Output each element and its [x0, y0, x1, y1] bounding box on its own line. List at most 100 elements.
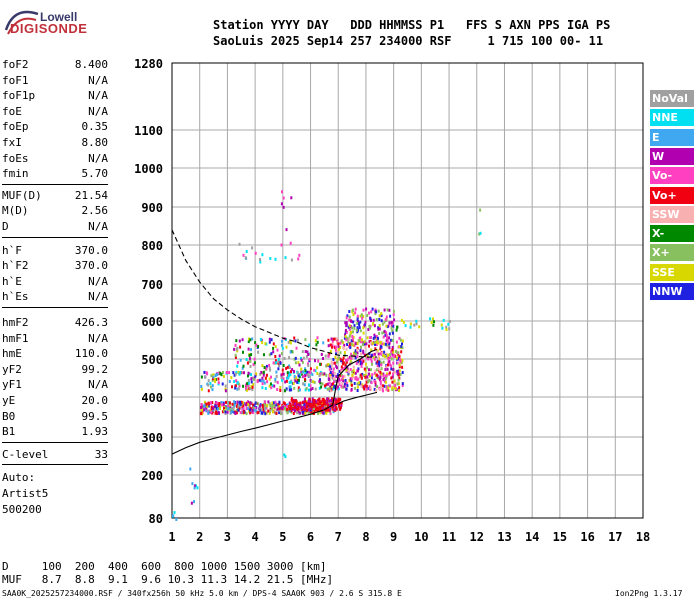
echo-point: [203, 370, 206, 374]
echo-point: [384, 380, 387, 384]
echo-point: [298, 403, 301, 407]
echo-point: [193, 486, 196, 490]
echo-point: [311, 400, 314, 404]
echo-point: [276, 348, 279, 352]
echo-point: [337, 399, 340, 403]
echo-point: [203, 408, 206, 412]
echo-point: [200, 385, 203, 388]
echo-point: [210, 385, 213, 389]
echo-point: [281, 405, 284, 409]
echo-point: [380, 319, 383, 323]
echo-point: [350, 387, 353, 391]
echo-point: [377, 362, 380, 366]
echo-point: [249, 411, 252, 415]
x-tick-label: 18: [636, 530, 650, 544]
echo-point: [295, 407, 298, 411]
y-tick-label: 500: [141, 353, 163, 367]
echo-point: [351, 370, 354, 374]
param-name: B0: [2, 409, 16, 423]
echo-point: [359, 375, 362, 379]
echo-point: [364, 362, 367, 366]
echo-point: [381, 388, 384, 392]
echo-point: [368, 311, 370, 315]
echo-point: [321, 405, 324, 409]
echo-point: [399, 338, 402, 342]
echo-point: [396, 325, 399, 329]
echo-point: [395, 328, 398, 332]
echo-point: [388, 342, 391, 346]
echo-point: [195, 484, 197, 488]
echo-point: [379, 362, 382, 366]
echo-point: [292, 382, 295, 385]
echo-point: [210, 405, 213, 409]
echo-point: [376, 364, 379, 368]
echo-point: [342, 362, 345, 366]
echo-point: [382, 335, 385, 339]
echo-point: [320, 352, 323, 356]
echo-point: [393, 318, 396, 322]
x-tick-label: 7: [335, 530, 342, 544]
echo-point: [285, 366, 288, 370]
x-tick-label: 10: [414, 530, 428, 544]
echo-point: [356, 348, 359, 352]
echo-point: [291, 368, 294, 372]
footer-version: Ion2Png 1.3.17: [615, 589, 683, 598]
echo-point: [392, 368, 395, 372]
echo-point: [354, 377, 357, 381]
echo-point: [359, 314, 362, 318]
echo-point: [360, 384, 363, 388]
echo-point: [332, 337, 335, 341]
echo-point: [337, 342, 340, 346]
echo-point: [294, 356, 297, 360]
echo-point: [344, 358, 347, 362]
echo-point: [298, 373, 301, 376]
echo-point: [391, 348, 394, 352]
echo-point: [269, 368, 272, 372]
legend-item-vo: Vo-: [650, 167, 694, 185]
echo-point: [391, 329, 394, 333]
echo-point: [380, 372, 383, 376]
echo-point: [297, 378, 300, 382]
echo-point: [396, 361, 399, 365]
echo-point: [402, 320, 405, 324]
echo-point: [191, 482, 194, 486]
echo-point: [371, 341, 374, 345]
x-tick-label: 13: [497, 530, 511, 544]
echo-point: [329, 411, 332, 415]
echo-point: [378, 364, 380, 368]
echo-point: [327, 377, 330, 381]
echo-point: [249, 401, 252, 405]
echo-point: [336, 373, 339, 377]
y-tick-label: 400: [141, 391, 163, 405]
echo-point: [242, 253, 245, 257]
echo-point: [348, 337, 351, 341]
echo-point: [355, 362, 358, 365]
echo-point: [288, 388, 291, 392]
echo-point: [404, 324, 407, 328]
echo-point: [328, 381, 331, 385]
echo-point: [372, 353, 375, 357]
echo-point: [308, 374, 311, 378]
echo-point: [400, 361, 403, 365]
echo-point: [324, 354, 327, 358]
echo-point: [226, 410, 229, 414]
param-value: 0.35: [81, 120, 109, 134]
echo-point: [382, 342, 385, 346]
echo-point: [287, 340, 290, 344]
echo-point: [251, 337, 254, 341]
echo-point: [288, 366, 291, 370]
echo-point: [356, 369, 359, 373]
echo-point: [245, 358, 248, 361]
echo-point: [200, 375, 203, 379]
param-name: foEs: [2, 151, 29, 165]
echo-point: [252, 404, 255, 408]
echo-point: [290, 258, 293, 262]
echo-point: [339, 357, 342, 361]
echo-point: [234, 355, 237, 359]
echo-point: [322, 398, 325, 402]
echo-point: [220, 401, 223, 404]
echo-point: [300, 401, 303, 405]
echo-point: [272, 342, 275, 346]
legend-item-w: W: [650, 147, 694, 165]
echo-point: [375, 340, 378, 344]
